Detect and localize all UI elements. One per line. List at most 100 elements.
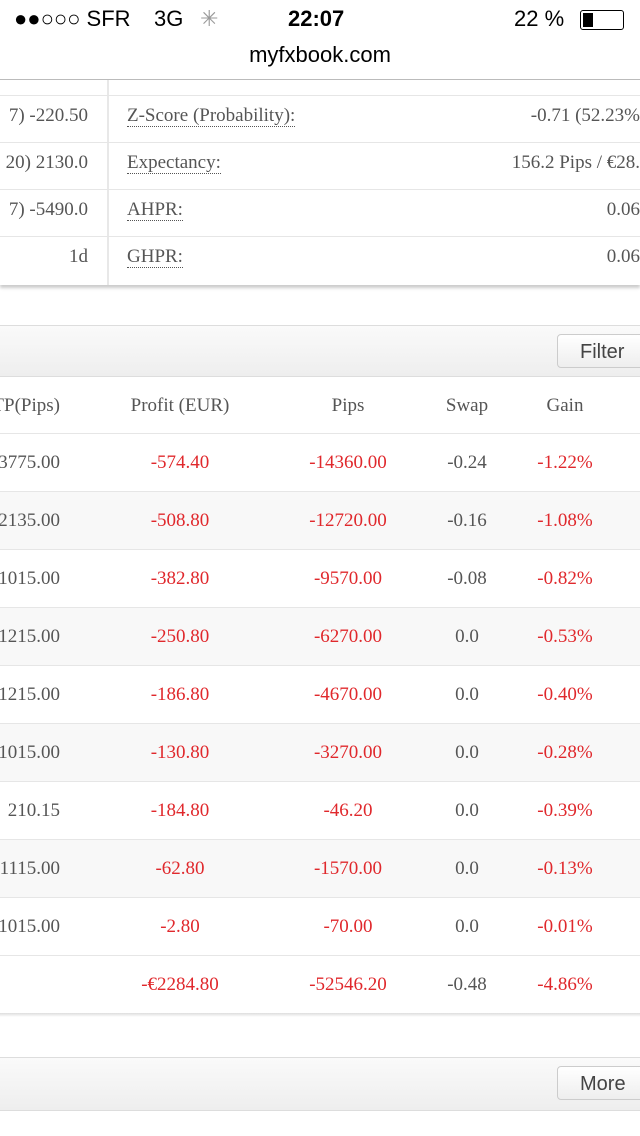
row-line	[0, 897, 640, 898]
section-header	[0, 325, 640, 377]
table-cell: -184.80	[150, 800, 210, 821]
time: 22:07	[288, 6, 345, 31]
total-cell: -4.86%	[537, 974, 593, 995]
battery-icon	[580, 10, 624, 30]
table-cell: -6270.00	[313, 626, 383, 647]
row-line	[0, 549, 640, 550]
table-cell: -14360.00	[309, 452, 387, 473]
stat-label: Z-Score (Probability):	[127, 105, 296, 127]
spinner: ✳	[200, 6, 219, 31]
table-cell: 3775.00	[0, 452, 60, 473]
total-cell: -52546.20	[309, 974, 387, 995]
row-line	[0, 607, 640, 608]
table-cell: -0.39%	[537, 800, 593, 821]
column-header: Swap	[445, 395, 489, 416]
row-line	[0, 839, 640, 840]
url[interactable]: myfxbook.com	[249, 42, 391, 67]
table-cell: 1215.00	[0, 626, 60, 647]
row-line	[0, 723, 640, 724]
stat-left: 20) 2130.0	[5, 152, 88, 173]
table-cell: -0.16	[447, 510, 487, 531]
filter-button[interactable]: Filter	[557, 334, 640, 368]
table-cell: -1.08%	[537, 510, 593, 531]
column-divider	[107, 80, 109, 285]
table-cell: -508.80	[150, 510, 210, 531]
table-cell: -2.80	[160, 916, 200, 937]
total-cell: -€2284.80	[141, 974, 219, 995]
table-cell: -130.80	[150, 742, 210, 763]
stat-value: -0.71 (52.23%	[530, 105, 640, 126]
stat-label: AHPR:	[127, 199, 183, 221]
table-cell: -70.00	[323, 916, 373, 937]
table-cell: -9570.00	[313, 568, 383, 589]
stat-value: 0.06	[606, 199, 640, 220]
row-line	[0, 491, 640, 492]
table-cell: 210.15	[7, 800, 60, 821]
table-cell: 1215.00	[0, 684, 60, 705]
table-cell: 0.0	[455, 800, 479, 821]
table-cell: 2135.00	[0, 510, 60, 531]
stats-panel	[0, 80, 640, 285]
table-cell: -574.40	[150, 452, 210, 473]
column-header: Profit (EUR)	[130, 395, 230, 416]
row-line	[0, 189, 640, 190]
table-cell: -0.28%	[537, 742, 593, 763]
stat-label-text[interactable]: AHPR:	[127, 199, 183, 221]
table-cell: -0.40%	[537, 684, 593, 705]
row-line	[0, 665, 640, 666]
network: 3G	[154, 6, 184, 31]
table-cell: -62.80	[155, 858, 205, 879]
table-cell: -1.22%	[537, 452, 593, 473]
total-cell: -0.48	[447, 974, 487, 995]
row-line	[0, 236, 640, 237]
stat-label-text[interactable]: Expectancy:	[127, 152, 221, 174]
table-cell: -4670.00	[313, 684, 383, 705]
table-cell: -186.80	[150, 684, 210, 705]
battery-text: 22 %	[514, 6, 565, 31]
stat-left: 7) -5490.0	[8, 199, 88, 220]
table-cell: -0.53%	[537, 626, 593, 647]
stat-value: 156.2 Pips / €28.	[511, 152, 640, 173]
stat-left: 7) -220.50	[8, 105, 88, 126]
table-cell: 1015.00	[0, 568, 60, 589]
table-cell: 1015.00	[0, 916, 60, 937]
row-line	[0, 955, 640, 956]
table-cell: -46.20	[323, 800, 373, 821]
column-header: Gain	[546, 395, 584, 416]
section-header	[0, 1057, 640, 1111]
row-line	[0, 95, 640, 96]
table-cell: 0.0	[455, 858, 479, 879]
row-line	[0, 433, 640, 434]
row-line	[0, 142, 640, 143]
stat-left: 1d	[69, 246, 88, 267]
table-cell: -3270.00	[313, 742, 383, 763]
stat-label: Expectancy:	[127, 152, 221, 174]
table-cell: 0.0	[455, 626, 479, 647]
table-cell: -0.01%	[537, 916, 593, 937]
row-line	[0, 781, 640, 782]
table-cell: -0.82%	[537, 568, 593, 589]
stat-label: GHPR:	[127, 246, 183, 268]
table-shadow	[0, 1013, 640, 1017]
table-cell: -250.80	[150, 626, 210, 647]
carrier: ●●○○○ SFR	[14, 6, 131, 31]
table-cell: -1570.00	[313, 858, 383, 879]
table-cell: 1115.00	[0, 858, 60, 879]
table-cell: -382.80	[150, 568, 210, 589]
stat-label-text[interactable]: Z-Score (Probability):	[127, 105, 296, 127]
more-button[interactable]: More	[557, 1066, 640, 1100]
divider	[0, 79, 640, 80]
table-cell: 0.0	[455, 684, 479, 705]
table-cell: -0.13%	[537, 858, 593, 879]
table-cell: -0.24	[447, 452, 487, 473]
table-cell: -12720.00	[309, 510, 387, 531]
stat-value: 0.06	[606, 246, 640, 267]
table-cell: -0.08	[447, 568, 487, 589]
column-header: Pips	[331, 395, 365, 416]
table-cell: 0.0	[455, 742, 479, 763]
table-cell: 0.0	[455, 916, 479, 937]
stat-label-text[interactable]: GHPR:	[127, 246, 183, 268]
column-header: TP(Pips)	[0, 395, 60, 416]
table-cell: 1015.00	[0, 742, 60, 763]
